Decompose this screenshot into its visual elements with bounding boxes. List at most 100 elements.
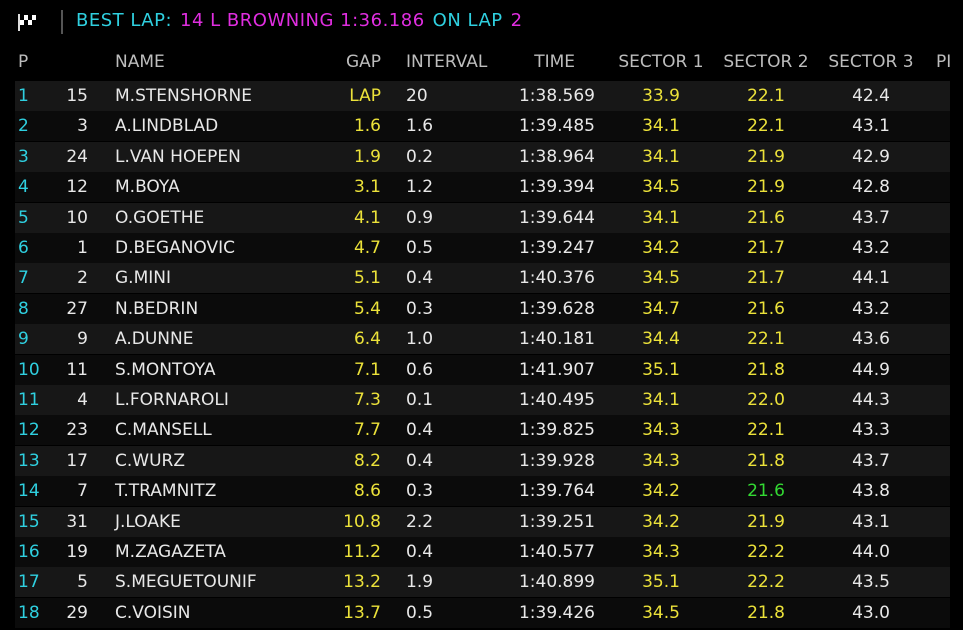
column-header: INTERVAL (406, 52, 488, 72)
cell: 4 (18, 177, 29, 198)
cell: 22.1 (747, 329, 785, 350)
cell: 21.9 (747, 177, 785, 198)
cell: 34.2 (642, 238, 680, 258)
cell: 9 (18, 329, 29, 350)
cell: 2.2 (406, 511, 434, 532)
cell: 29 (66, 602, 88, 623)
cell: N.BEDRIN (115, 298, 199, 319)
cell: 1:39.394 (518, 177, 595, 198)
cell: 22.1 (747, 86, 785, 106)
row-bg (15, 81, 950, 111)
cell: 43.6 (852, 329, 890, 350)
cell: 43.2 (852, 238, 890, 258)
cell: 7 (77, 481, 88, 502)
cell: 23 (66, 420, 88, 441)
row-bg (15, 597, 950, 628)
cell: 1.0 (406, 329, 434, 350)
cell: 1.6 (406, 116, 434, 137)
cell: D.BEGANOVIC (115, 238, 236, 258)
cell: 34.4 (642, 329, 680, 350)
best-lap-part: ON LAP (432, 10, 503, 31)
cell: 2 (18, 116, 29, 137)
cell: 21.6 (747, 298, 785, 319)
cell: 15 (18, 511, 40, 532)
cell: 22.1 (747, 420, 785, 441)
cell: 44.0 (852, 542, 890, 562)
cell: 21.9 (747, 146, 785, 167)
cell: 6.4 (353, 329, 381, 350)
row-bg (15, 324, 950, 355)
cell: 3 (18, 146, 29, 167)
cell: 19 (66, 542, 88, 562)
cell: 31 (66, 511, 88, 532)
cell: 12 (66, 177, 88, 198)
cell: 1.2 (406, 177, 434, 198)
cell: 22.1 (747, 116, 785, 137)
cell: 8.2 (353, 450, 381, 471)
column-header: TIME (534, 52, 575, 72)
cell: 43.1 (852, 511, 890, 532)
cell: 4 (77, 390, 88, 410)
cell: 34.5 (642, 602, 680, 623)
cell: 34.2 (642, 511, 680, 532)
column-header: PI (936, 52, 952, 72)
cell: 0.9 (406, 207, 434, 228)
row-bg (15, 111, 950, 142)
cell: 21.6 (747, 207, 785, 228)
best-lap-part: 2 (510, 10, 523, 31)
cell: 1:40.181 (518, 329, 595, 350)
cell: 34.5 (642, 268, 680, 289)
cell: 43.2 (852, 298, 890, 319)
cell: 24 (66, 146, 88, 167)
column-header: P (18, 52, 29, 72)
cell: M.ZAGAZETA (115, 542, 226, 562)
cell: 5 (18, 207, 29, 228)
cell: J.LOAKE (115, 511, 181, 532)
cell: T.TRAMNITZ (115, 481, 217, 502)
cell: 13.7 (343, 602, 381, 623)
cell: 10.8 (343, 511, 381, 532)
cell: 1:39.628 (518, 298, 595, 319)
cell: 7.3 (353, 390, 381, 410)
cell: 1 (18, 86, 29, 106)
cell: 12 (18, 420, 40, 441)
best-lap-part: BEST LAP: (76, 10, 173, 31)
cell: 1:39.644 (518, 207, 595, 228)
cell: 21.6 (747, 481, 785, 502)
row-bg (15, 445, 950, 476)
cell: 17 (66, 450, 88, 471)
cell: 18 (18, 602, 40, 623)
cell: 3 (77, 116, 88, 137)
cell: 7 (18, 268, 29, 289)
cell: 9 (77, 329, 88, 350)
cell: 7.1 (353, 359, 381, 380)
cell: 0.2 (406, 146, 434, 167)
cell: 1:39.825 (518, 420, 595, 441)
cell: 14 (18, 481, 40, 502)
row-bg (15, 567, 950, 598)
cell: 5.4 (353, 298, 381, 319)
column-header: GAP (345, 52, 381, 72)
row-bg (15, 202, 950, 233)
cell: 27 (66, 298, 88, 319)
cell: 0.4 (406, 542, 434, 562)
cell: L.FORNAROLI (115, 390, 229, 410)
cell: 11 (18, 390, 40, 410)
cell: 34.7 (642, 298, 680, 319)
cell: 1:41.907 (518, 359, 595, 380)
cell: 2 (77, 268, 88, 289)
cell: 10 (66, 207, 88, 228)
separator (61, 10, 63, 34)
cell: 43.1 (852, 116, 890, 137)
row-bg (15, 293, 950, 324)
cell: 34.1 (642, 146, 680, 167)
cell: L.VAN HOEPEN (115, 146, 241, 167)
cell: 42.9 (852, 146, 890, 167)
cell: 5.1 (353, 268, 381, 289)
cell: 21.8 (747, 450, 785, 471)
cell: 1:40.899 (518, 572, 595, 593)
column-header: SECTOR 2 (723, 52, 809, 72)
cell: 0.6 (406, 359, 434, 380)
cell: 1:39.928 (518, 450, 595, 471)
